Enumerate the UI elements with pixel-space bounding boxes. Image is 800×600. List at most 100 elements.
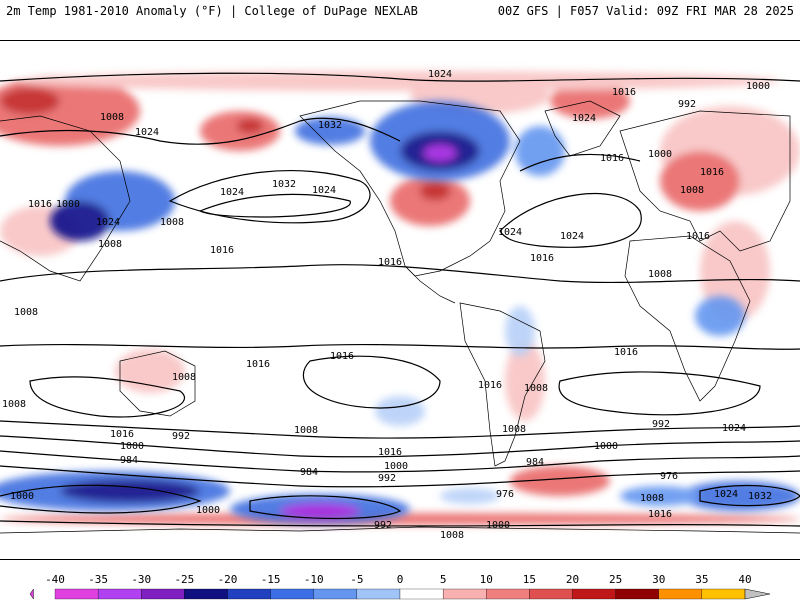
isobar-label: 1008 — [98, 239, 122, 250]
isobar-label: 1000 — [594, 441, 618, 452]
isobar-label: 1032 — [272, 179, 296, 190]
isobar-label: 1024 — [312, 185, 336, 196]
central-america-outline — [404, 265, 456, 304]
isobar-label: 1000 — [486, 520, 510, 531]
isobar-label: 1032 — [318, 120, 342, 131]
australia-outline — [119, 350, 196, 417]
isobar-label: 1016 — [600, 153, 624, 164]
isobar-label: 1024 — [722, 423, 746, 434]
isobar-label: 992 — [172, 431, 190, 442]
isobar-label: 1008 — [294, 425, 318, 436]
colorbar-swatch — [529, 588, 573, 600]
colorbar-swatch — [356, 588, 401, 600]
isobar-label: 1000 — [120, 441, 144, 452]
map-panel: 1024 1016 1008 1024 1032 1032 1024 1024 … — [0, 40, 800, 560]
colorbar-swatch — [658, 588, 703, 600]
isobar-label: 1016 — [478, 380, 502, 391]
north-america-outline — [299, 100, 521, 277]
isobar-label: 1008 — [440, 530, 464, 541]
isobar-label: 1000 — [648, 149, 672, 160]
isobar-label: 1024 — [714, 489, 738, 500]
color-scale-legend: -40 -35 -30 -25 -20 -15 -10 -5 0 5 10 15 20 25 30 35 40 — [29, 573, 771, 600]
isobar-label: 1000 — [10, 491, 34, 502]
isobar-contours — [0, 72, 800, 527]
isobar-label: 1016 — [648, 509, 672, 520]
isobar-label: 992 — [678, 99, 696, 110]
colorbar-swatch — [399, 588, 444, 600]
isobar-label: 1008 — [648, 269, 672, 280]
colorbar-swatch — [615, 588, 659, 600]
colorbar-tick-label: 40 — [738, 573, 751, 586]
isobar-label: 1016 — [530, 253, 554, 264]
isobar-label: 984 — [300, 467, 318, 478]
isobar-label: 1024 — [560, 231, 584, 242]
colorbar-tick-label: 15 — [523, 573, 536, 586]
isobar-label: 1016 — [612, 87, 636, 98]
colorbar-tick-label: 20 — [566, 573, 579, 586]
colorbar-swatch — [313, 588, 358, 600]
isobar-label: 1016 — [110, 429, 134, 440]
isobar-label: 1008 — [100, 112, 124, 123]
colorbar-swatch — [97, 588, 142, 600]
colorbar-tick-label: 30 — [652, 573, 665, 586]
antarctica-outline — [0, 526, 800, 534]
colorbar-tick-label: 25 — [609, 573, 622, 586]
isobar-label: 1016 — [686, 231, 710, 242]
isobar-label: 1024 — [572, 113, 596, 124]
isobar-label: 1024 — [498, 227, 522, 238]
africa-outline — [624, 235, 751, 402]
isobar-label: 1024 — [428, 69, 452, 80]
isobar-label: 1008 — [502, 424, 526, 435]
colorbar-tick-label: 0 — [397, 573, 404, 586]
colorbar-swatch — [442, 588, 487, 600]
isobar-label: 1000 — [384, 461, 408, 472]
world-map: 1024 1016 1008 1024 1032 1032 1024 1024 … — [0, 69, 800, 541]
colorbar-tick-label: -25 — [174, 573, 194, 586]
colorbar-swatch — [486, 588, 530, 600]
eurasia-outline — [619, 110, 791, 252]
isobar-label: 1032 — [748, 491, 772, 502]
chart-title: 2m Temp 1981-2010 Anomaly (°F) | College… — [6, 4, 418, 18]
colorbar-tick-label: 10 — [480, 573, 493, 586]
isobar-label: 1000 — [196, 505, 220, 516]
isobar-label: 1016 — [378, 257, 402, 268]
colorbar-tick-label: -40 — [45, 573, 65, 586]
colorbar-low-arrow — [29, 588, 34, 600]
isobar-label: 1008 — [14, 307, 38, 318]
isobar-label: 992 — [652, 419, 670, 430]
isobar-label: 1016 — [28, 199, 52, 210]
colorbar-swatch — [54, 588, 99, 600]
isobar-label: 984 — [526, 457, 544, 468]
colorbar-swatch — [141, 588, 185, 600]
isobar-label: 1016 — [700, 167, 724, 178]
isobar-label: 1016 — [330, 351, 354, 362]
isobar-label: 1016 — [246, 359, 270, 370]
colorbar-swatch — [270, 588, 314, 600]
isobar-label: 1008 — [680, 185, 704, 196]
isobar-label: 1016 — [210, 245, 234, 256]
greenland-outline — [544, 100, 621, 157]
asia-west-edge — [0, 115, 131, 282]
isobar-label: 1016 — [614, 347, 638, 358]
colorbar-swatch — [572, 588, 616, 600]
isobar-label: 984 — [120, 455, 138, 466]
colorbar-swatches — [29, 588, 771, 600]
isobar-label: 992 — [374, 520, 392, 531]
isobar-label: 1024 — [96, 217, 120, 228]
isobar-label: 1008 — [640, 493, 664, 504]
colorbar-swatch — [184, 588, 228, 600]
colorbar-tick-label: -20 — [218, 573, 238, 586]
cold-anomaly-shading — [0, 101, 800, 524]
isobar-label: 1016 — [378, 447, 402, 458]
colorbar-tick-label: -15 — [261, 573, 281, 586]
isobar-label: 1024 — [220, 187, 244, 198]
isobar-label: 1008 — [524, 383, 548, 394]
isobar-label: 992 — [378, 473, 396, 484]
isobar-label: 1000 — [56, 199, 80, 210]
isobar-label: 1008 — [172, 372, 196, 383]
colorbar-swatch — [701, 588, 746, 600]
colorbar-tick-label: -5 — [350, 573, 363, 586]
colorbar-tick-label: -10 — [304, 573, 324, 586]
isobar-labels: 1024 1016 1008 1024 1032 1032 1024 1024 … — [2, 69, 772, 541]
colorbar-tick-label: -35 — [88, 573, 108, 586]
